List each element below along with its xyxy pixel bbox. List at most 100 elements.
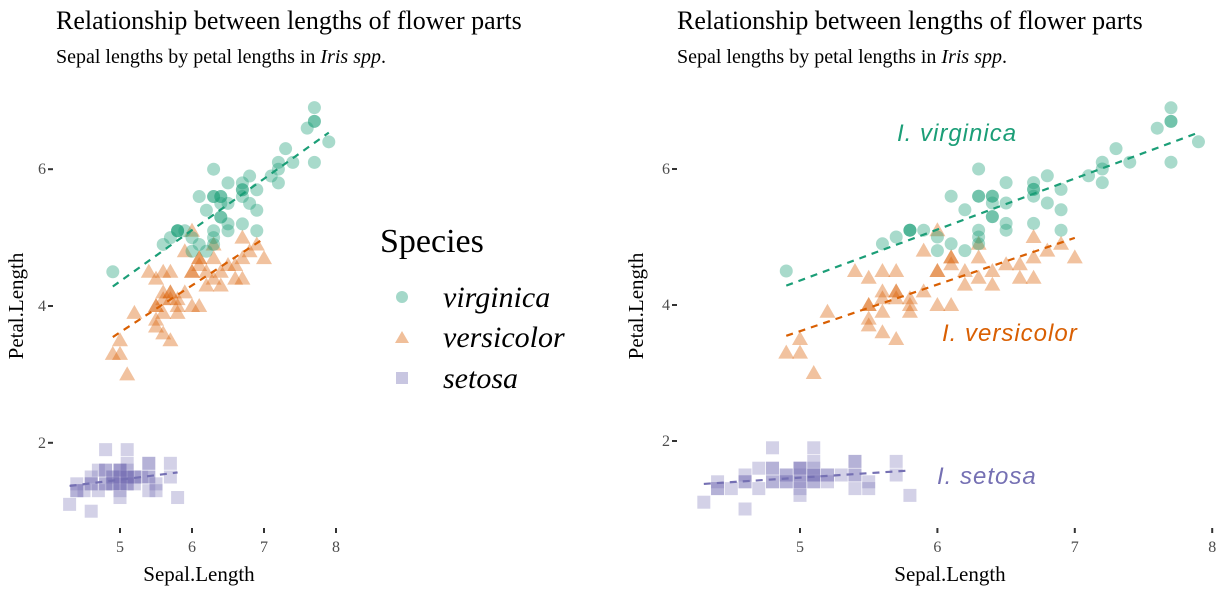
point-setosa	[77, 484, 91, 498]
point-versicolor	[198, 277, 215, 292]
y-tick-label: 4	[38, 298, 46, 315]
point-virginica	[1164, 101, 1178, 115]
point-virginica	[985, 189, 999, 203]
point-virginica	[243, 169, 257, 183]
left-panel-subtitle: Sepal lengths by petal lengths in Iris s…	[56, 46, 386, 69]
y-tick-label: 6	[38, 161, 46, 178]
subtitle-text: Sepal lengths by petal lengths in	[677, 46, 942, 68]
point-virginica	[214, 190, 228, 204]
point-virginica	[985, 196, 999, 210]
point-virginica	[106, 265, 120, 279]
point-virginica	[286, 155, 300, 169]
point-setosa	[84, 477, 98, 491]
point-virginica	[944, 189, 958, 203]
point-setosa	[70, 477, 84, 491]
point-versicolor	[915, 283, 932, 298]
point-versicolor	[929, 263, 946, 277]
point-versicolor	[227, 256, 244, 271]
point-versicolor	[888, 263, 905, 277]
right-points-layer	[697, 101, 1205, 516]
point-virginica	[185, 244, 199, 258]
point-versicolor	[998, 256, 1015, 271]
point-versicolor	[860, 269, 877, 284]
subtitle-text: Sepal lengths by petal lengths in	[56, 46, 321, 68]
subtitle-italic: Iris spp	[320, 46, 381, 68]
point-virginica	[171, 224, 185, 238]
point-versicolor	[1025, 269, 1042, 284]
point-setosa	[807, 454, 821, 468]
point-virginica	[250, 183, 264, 197]
point-versicolor	[943, 256, 960, 271]
point-setosa	[738, 502, 752, 516]
point-virginica	[1054, 182, 1068, 196]
point-versicolor	[929, 297, 946, 311]
point-setosa	[793, 461, 807, 475]
point-versicolor	[198, 263, 215, 278]
point-versicolor	[212, 277, 229, 292]
point-setosa	[889, 454, 903, 468]
point-versicolor	[162, 263, 179, 278]
x-tick-label: 8	[332, 539, 340, 556]
point-versicolor	[148, 298, 164, 312]
point-versicolor	[943, 297, 960, 311]
point-versicolor	[155, 284, 172, 299]
point-virginica	[235, 217, 249, 231]
point-virginica	[985, 210, 999, 224]
point-setosa	[120, 477, 134, 491]
point-setosa	[142, 484, 156, 498]
point-setosa	[779, 475, 793, 489]
point-versicolor	[970, 235, 987, 250]
right-x-axis-title: Sepal.Length	[894, 562, 1006, 586]
point-virginica	[300, 121, 314, 135]
point-virginica	[903, 223, 917, 237]
point-virginica	[1109, 142, 1123, 156]
point-virginica	[307, 101, 321, 115]
left-y-axis-title: Petal.Length	[4, 252, 28, 359]
point-setosa	[84, 470, 98, 484]
point-versicolor	[901, 290, 918, 305]
point-versicolor	[104, 345, 121, 360]
point-setosa	[149, 484, 163, 498]
point-versicolor	[162, 332, 179, 347]
point-setosa	[135, 470, 149, 484]
point-versicolor	[956, 276, 973, 291]
point-setosa	[127, 477, 141, 491]
point-virginica	[1027, 182, 1041, 196]
point-versicolor	[874, 324, 891, 339]
point-versicolor	[155, 304, 172, 319]
point-setosa	[149, 477, 163, 491]
point-virginica	[972, 237, 986, 251]
point-virginica	[250, 224, 264, 238]
legend-label-setosa: setosa	[443, 362, 518, 395]
point-versicolor	[1025, 249, 1042, 264]
point-setosa	[120, 443, 134, 457]
point-setosa	[848, 454, 862, 468]
point-virginica	[307, 114, 321, 128]
point-virginica	[214, 196, 228, 210]
legend-key-virginica-circle-icon	[396, 291, 408, 303]
point-virginica	[207, 190, 221, 204]
point-versicolor	[155, 325, 172, 340]
point-virginica	[279, 142, 293, 156]
point-setosa	[766, 475, 780, 489]
point-virginica	[192, 237, 206, 251]
point-virginica	[1040, 169, 1054, 183]
point-versicolor	[227, 270, 244, 285]
point-versicolor	[874, 303, 891, 318]
point-versicolor	[792, 344, 808, 359]
point-virginica	[972, 230, 986, 244]
point-versicolor	[1039, 242, 1056, 257]
point-virginica	[185, 231, 199, 245]
point-versicolor	[984, 263, 1001, 277]
trendline-virginica	[785, 131, 1199, 287]
point-setosa	[99, 477, 113, 491]
point-virginica	[163, 231, 177, 245]
point-virginica	[903, 223, 917, 237]
subtitle-end: .	[1001, 46, 1007, 68]
point-virginica	[1054, 223, 1068, 237]
legend-label-virginica: virginica	[443, 281, 550, 314]
point-virginica	[199, 244, 213, 258]
point-versicolor	[901, 303, 918, 318]
point-virginica	[930, 244, 944, 258]
